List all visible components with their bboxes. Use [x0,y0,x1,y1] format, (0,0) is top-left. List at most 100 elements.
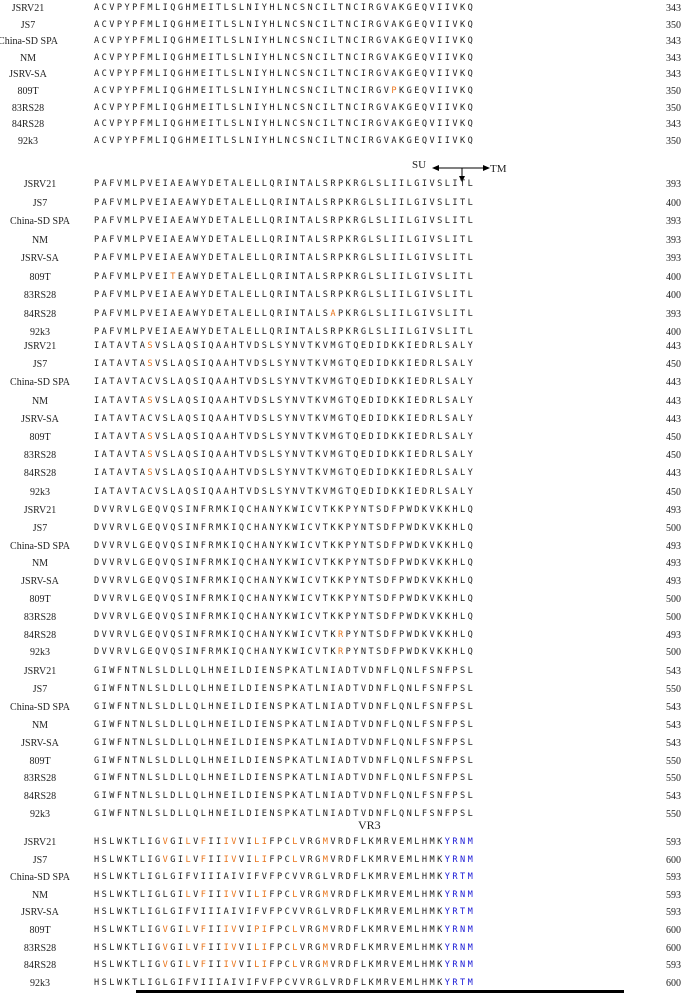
residue-position: 443 [666,468,681,480]
sequence-name: JS7 [20,19,36,31]
alignment-row: China-SD SPA IATAVTACVSLAQSIQAAHTVDSLSYNV… [0,374,685,391]
sequence-residues: GIWFNTNLSLDLLQLHNEILDIENSPKATLNIADTVDNFL… [94,701,476,712]
residue-position: 350 [666,86,681,97]
alignment-row: China-SD SPA HSLWKTLIGLGIFVIIIAIVIFVFPCVV… [0,869,685,886]
residue-position: 343 [666,52,681,64]
alignment-row: 809T ACVPYPFMLIQGHMEITLSLNIYHLNCSNCILTNCI… [0,83,685,100]
residue-position: 550 [666,773,681,785]
alignment-row: China-SD SPA DVVRVLGEQVQSINFRMKIQCHANYKWI… [0,538,685,555]
sequence-residues: GIWFNTNLSLDLLQLHNEILDIENSPKATLNIADTVDNFL… [94,791,476,802]
alignment-row: JSRV21 IATAVTASVSLAQSIQAAHTVDSLSYNVTKVMGT… [0,338,685,355]
alignment-row: 92k3 IATAVTACVSLAQSIQAAHTVDSLSYNVTKVMGTQE… [0,484,685,501]
sequence-residues: PAFVMLPVEIAEAWYDETALELLQRINTALSAPKRGLSLI… [94,308,476,319]
sequence-name: 92k3 [30,486,50,498]
sequence-residues: PAFVMLPVEITEAWYDETALELLQRINTALSRPKRGLSLI… [94,271,476,282]
variant-residue: IV [223,925,239,935]
sequence-residues: IATAVTASVSLAQSIQAAHTVDSLSYNVTKVMGTQEDIDK… [94,432,476,442]
variant-residue: F [200,925,209,935]
sequence-residues: IATAVTASVSLAQSIQAAHTVDSLSYNVTKVMGTQEDIDK… [94,468,476,479]
variant-residue: A [330,308,338,319]
cleavage-arrow-icon [432,165,490,182]
sequence-residues: PAFVMLPVEIAEAWYDETALELLQRINTALSRPKRGLSLI… [94,290,476,300]
variant-residue: IV [223,960,239,971]
alignment-row: JSRV-SA HSLWKTLIGLGIFVIIIAIVIFVFPCVVRGLVR… [0,904,685,921]
alignment-row: 84RS28 HSLWKTLIGVGILVFIIIVVILIFPCLVRGMVRD… [0,957,685,974]
variant-residue: S [147,395,155,406]
sequence-name: JSRV21 [23,505,57,516]
variant-residue: IV [223,837,239,847]
variant-residue: M [322,889,331,900]
variant-residue: M [322,942,331,953]
sequence-name: JSRV-SA [21,737,59,749]
sequence-name: 809T [29,271,51,283]
variant-residue: F [200,854,209,865]
sequence-residues: DVVRVLGEQVQSINFRMKIQCHANYKWICVTKKPYNTSDF… [94,576,476,587]
residue-position: 350 [666,102,681,114]
variant-residue: V [162,925,171,935]
residue-position: 450 [666,450,681,462]
alignment-row: 84RS28 DVVRVLGEQVQSINFRMKIQCHANYKWICVTKRP… [0,627,685,644]
residue-position: 393 [666,308,681,320]
residue-position: 343 [666,3,681,14]
variant-residue: L [185,889,194,900]
sequence-name: 84RS28 [23,308,57,320]
sequence-name: 809T [17,86,39,97]
variant-residue: L [292,925,300,935]
sequence-residues: ACVPYPFMLIQGHMEITLSLNIYHLNCSNCILTNCIRGVA… [94,52,476,63]
variant-residue: M [322,925,331,935]
alignment-row: 809T IATAVTASVSLAQSIQAAHTVDSLSYNVTKVMGTQE… [0,429,685,446]
sequence-residues: HSLWKTLIGVGILVFIIIVVILIFPCLVRGMVRDFLKMRV… [94,960,476,971]
alignment-row: JS7 ACVPYPFMLIQGHMEITLSLNIYHLNCSNCILTNCIR… [0,17,685,34]
sequence-residues: PAFVMLPVEIAEAWYDETALELLQRINTALSRPKRGLSLI… [94,253,476,263]
variant-residue: R [337,629,346,640]
variant-residue: M [322,960,331,971]
sequence-residues: DVVRVLGEQVQSINFRMKIQCHANYKWICVTKKPYNTSDF… [94,522,476,533]
sequence-residues: IATAVTASVSLAQSIQAAHTVDSLSYNVTKVMGTQEDIDK… [94,341,476,351]
alignment-row: 92k3 GIWFNTNLSLDLLQLHNEILDIENSPKATLNIADTV… [0,806,685,823]
sequence-residues: DVVRVLGEQVQSINFRMKIQCHANYKWICVTKKPYNTSDF… [94,540,476,551]
alignment-row: JSRV21 GIWFNTNLSLDLLQLHNEILDIENSPKATLNIAD… [0,663,685,680]
alignment-row: 83RS28 HSLWKTLIGVGILVFIIIVVILIFPCLVRGMVRD… [0,940,685,957]
alignment-row: JSRV-SA GIWFNTNLSLDLLQLHNEILDIENSPKATLNIA… [0,735,685,752]
motif-residue: YRNM [444,837,476,847]
sequence-residues: ACVPYPFMLIQGHMEITLSLNIYHLNCSNCILTNCIRGVA… [94,119,476,130]
variant-residue: IV [223,854,239,865]
residue-position: 543 [666,791,681,803]
sequence-residues: HSLWKTLIGLGIFVIIIAIVIFVFPCVVRGLVRDFLKMRV… [94,872,476,883]
variant-residue: L [185,925,194,935]
residue-position: 343 [666,36,681,48]
residue-position: 543 [666,666,681,677]
sequence-residues: ACVPYPFMLIQGHMEITLSLNIYHLNCSNCILTNCIRGVP… [94,86,476,96]
sequence-residues: IATAVTASVSLAQSIQAAHTVDSLSYNVTKVMGTQEDIDK… [94,359,476,370]
tm-label: TM [490,163,507,175]
alignment-row: JSRV21 PAFVMLPVEIAEAWYDETALELLQRINTALSRPK… [0,176,685,193]
residue-position: 343 [666,69,681,81]
sequence-name: 83RS28 [23,773,57,785]
sequence-residues: ACVPYPFMLIQGHMEITLSLNIYHLNCSNCILTNCIRGVA… [94,102,476,113]
alignment-row: China-SD SPA ACVPYPFMLIQGHMEITLSLNIYHLNCS… [0,33,685,50]
sequence-name: China-SD SPA [0,36,58,48]
sequence-residues: DVVRVLGEQVQSINFRMKIQCHANYKWICVTKKPYNTSDF… [94,558,476,569]
sequence-residues: IATAVTASVSLAQSIQAAHTVDSLSYNVTKVMGTQEDIDK… [94,450,476,461]
sequence-residues: PAFVMLPVEIAEAWYDETALELLQRINTALSRPKRGLSLI… [94,216,476,226]
sequence-residues: HSLWKTLIGLGIFVIIIAIVIFVFPCVVRGLVRDFLKMRV… [94,977,476,988]
residue-position: 543 [666,737,681,749]
sequence-name: 83RS28 [11,102,45,114]
residue-position: 450 [666,359,681,371]
residue-position: 443 [666,395,681,407]
variant-residue: F [200,837,209,847]
sequence-residues: PAFVMLPVEIAEAWYDETALELLQRINTALSRPKRGLSLI… [94,234,476,245]
sequence-name: 83RS28 [23,611,57,623]
sequence-name: JSRV21 [11,3,45,14]
variant-residue: L [185,854,194,865]
sequence-residues: GIWFNTNLSLDLLQLHNEILDIENSPKATLNIADTVDNFL… [94,683,476,694]
alignment-row: JSRV21 DVVRVLGEQVQSINFRMKIQCHANYKWICVTKKP… [0,502,685,519]
variant-residue: L [292,837,300,847]
sequence-name: 84RS28 [23,960,57,972]
variant-residue: R [337,647,346,658]
alignment-row: NM HSLWKTLIGLGILVFIIIVVILIFPCLVRGMVRDFLKM… [0,887,685,904]
alignment-row: JS7 HSLWKTLIGVGILVFIIIVVILIFPCLVRGMVRDFLK… [0,852,685,869]
sequence-name: 84RS28 [23,468,57,480]
variant-residue: L [292,942,300,953]
sequence-residues: IATAVTASVSLAQSIQAAHTVDSLSYNVTKVMGTQEDIDK… [94,395,476,406]
